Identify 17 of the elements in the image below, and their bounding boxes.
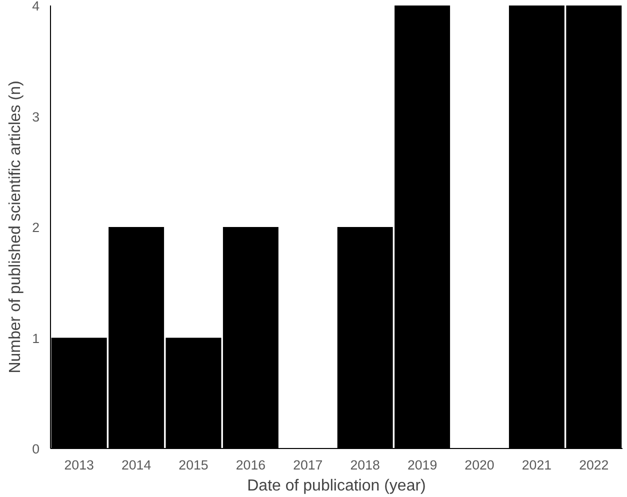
x-tick-label: 2019 bbox=[407, 458, 438, 472]
y-tick-label: 4 bbox=[32, 0, 40, 14]
x-axis-title: Date of publication (year) bbox=[247, 478, 426, 494]
x-tick-label: 2022 bbox=[579, 458, 609, 472]
y-tick-label: 0 bbox=[32, 442, 40, 456]
y-axis-title: Number of published scientific articles (n) bbox=[7, 80, 24, 374]
x-tick-label: 2020 bbox=[464, 458, 494, 472]
x-tick-label: 2015 bbox=[178, 458, 208, 472]
x-tick-label: 2017 bbox=[293, 458, 323, 472]
x-tick-label: 2014 bbox=[121, 458, 152, 472]
x-tick-label: 2018 bbox=[350, 458, 380, 472]
x-tick-label: 2016 bbox=[236, 458, 266, 472]
x-tick-label: 2021 bbox=[522, 458, 552, 472]
y-tick-label: 1 bbox=[32, 330, 40, 346]
y-tick-label: 2 bbox=[32, 220, 40, 235]
y-tick-label: 3 bbox=[32, 109, 40, 124]
x-tick-label: 2013 bbox=[64, 458, 94, 472]
